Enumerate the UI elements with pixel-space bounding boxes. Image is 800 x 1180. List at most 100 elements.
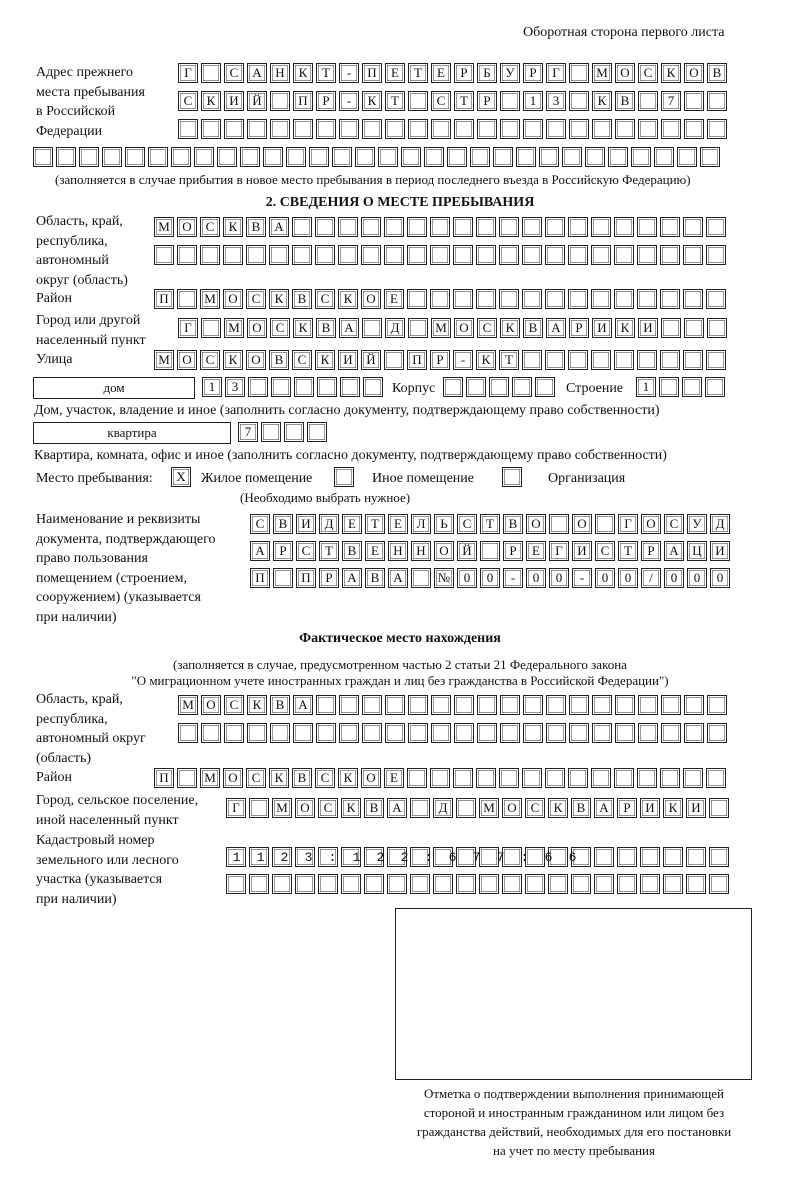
char-cell[interactable] — [545, 217, 565, 237]
char-cell[interactable]: Г — [178, 63, 198, 83]
char-cell[interactable]: 3 — [546, 91, 566, 111]
char-cell[interactable] — [477, 695, 497, 715]
char-cell[interactable]: О — [247, 318, 267, 338]
char-cell[interactable]: Р — [273, 541, 293, 561]
char-cell[interactable] — [293, 723, 313, 743]
char-cell[interactable] — [523, 119, 543, 139]
char-cell[interactable] — [568, 289, 588, 309]
char-cell[interactable]: Н — [411, 541, 431, 561]
char-cell[interactable] — [683, 350, 703, 370]
char-cell[interactable] — [499, 245, 519, 265]
char-cell[interactable] — [385, 695, 405, 715]
char-cell[interactable]: Т — [365, 514, 385, 534]
char-cell[interactable]: К — [476, 350, 496, 370]
char-cell[interactable]: К — [338, 768, 358, 788]
char-cell[interactable]: И — [638, 318, 658, 338]
char-cell[interactable] — [615, 695, 635, 715]
char-cell[interactable] — [545, 289, 565, 309]
char-cell[interactable] — [500, 91, 520, 111]
char-cell[interactable] — [614, 217, 634, 237]
char-cell[interactable] — [270, 119, 290, 139]
char-cell[interactable] — [640, 847, 660, 867]
char-cell[interactable] — [273, 568, 293, 588]
char-cell[interactable] — [272, 874, 292, 894]
char-cell[interactable] — [661, 723, 681, 743]
place-option-residential-checkbox[interactable]: X — [171, 467, 191, 487]
char-cell[interactable]: К — [663, 798, 683, 818]
char-cell[interactable] — [477, 119, 497, 139]
char-cell[interactable] — [408, 318, 428, 338]
char-cell[interactable] — [638, 91, 658, 111]
char-cell[interactable] — [430, 768, 450, 788]
char-cell[interactable] — [568, 768, 588, 788]
char-cell[interactable] — [339, 723, 359, 743]
char-cell[interactable] — [247, 119, 267, 139]
char-cell[interactable] — [79, 147, 99, 167]
char-cell[interactable] — [226, 847, 246, 867]
char-cell[interactable] — [707, 318, 727, 338]
char-cell[interactable] — [638, 695, 658, 715]
char-cell[interactable]: К — [293, 63, 313, 83]
char-cell[interactable] — [548, 874, 568, 894]
char-cell[interactable] — [477, 723, 497, 743]
char-cell[interactable]: С — [200, 350, 220, 370]
char-cell[interactable] — [316, 723, 336, 743]
char-cell[interactable]: О — [295, 798, 315, 818]
char-cell[interactable] — [318, 847, 338, 867]
char-cell[interactable]: - — [572, 568, 592, 588]
char-cell[interactable] — [317, 377, 337, 397]
char-cell[interactable]: 0 — [480, 568, 500, 588]
char-cell[interactable] — [562, 147, 582, 167]
char-cell[interactable] — [684, 695, 704, 715]
char-cell[interactable] — [569, 695, 589, 715]
char-cell[interactable] — [226, 874, 246, 894]
char-cell[interactable] — [637, 217, 657, 237]
char-cell[interactable] — [430, 245, 450, 265]
char-cell[interactable]: С — [246, 289, 266, 309]
char-cell[interactable] — [362, 695, 382, 715]
char-cell[interactable] — [594, 874, 614, 894]
char-cell[interactable]: Р — [617, 798, 637, 818]
char-cell[interactable]: С — [292, 350, 312, 370]
char-cell[interactable]: Т — [454, 91, 474, 111]
char-cell[interactable] — [431, 723, 451, 743]
char-cell[interactable]: О — [177, 217, 197, 237]
char-cell[interactable]: С — [431, 91, 451, 111]
char-cell[interactable]: Т — [385, 91, 405, 111]
char-cell[interactable]: К — [338, 289, 358, 309]
char-cell[interactable] — [378, 147, 398, 167]
char-cell[interactable]: Т — [499, 350, 519, 370]
char-cell[interactable] — [591, 350, 611, 370]
char-cell[interactable]: П — [407, 350, 427, 370]
char-cell[interactable] — [270, 91, 290, 111]
char-cell[interactable] — [453, 217, 473, 237]
char-cell[interactable] — [686, 847, 706, 867]
char-cell[interactable] — [700, 147, 720, 167]
char-cell[interactable] — [522, 245, 542, 265]
char-cell[interactable]: Г — [178, 318, 198, 338]
char-cell[interactable]: - — [503, 568, 523, 588]
char-cell[interactable] — [637, 768, 657, 788]
char-cell[interactable]: Е — [388, 514, 408, 534]
char-cell[interactable]: А — [269, 217, 289, 237]
char-cell[interactable] — [56, 147, 76, 167]
char-cell[interactable] — [677, 147, 697, 167]
char-cell[interactable] — [707, 723, 727, 743]
char-cell[interactable] — [355, 147, 375, 167]
char-cell[interactable]: К — [223, 217, 243, 237]
char-cell[interactable] — [407, 245, 427, 265]
char-cell[interactable]: У — [500, 63, 520, 83]
char-cell[interactable] — [33, 147, 53, 167]
char-cell[interactable] — [683, 245, 703, 265]
char-cell[interactable] — [585, 147, 605, 167]
char-cell[interactable] — [385, 119, 405, 139]
char-cell[interactable] — [615, 723, 635, 743]
char-cell[interactable] — [546, 723, 566, 743]
char-cell[interactable]: О — [615, 63, 635, 83]
char-cell[interactable]: Р — [316, 91, 336, 111]
char-cell[interactable] — [408, 723, 428, 743]
char-cell[interactable] — [549, 514, 569, 534]
char-cell[interactable]: Д — [433, 798, 453, 818]
char-cell[interactable]: К — [269, 768, 289, 788]
char-cell[interactable] — [569, 63, 589, 83]
